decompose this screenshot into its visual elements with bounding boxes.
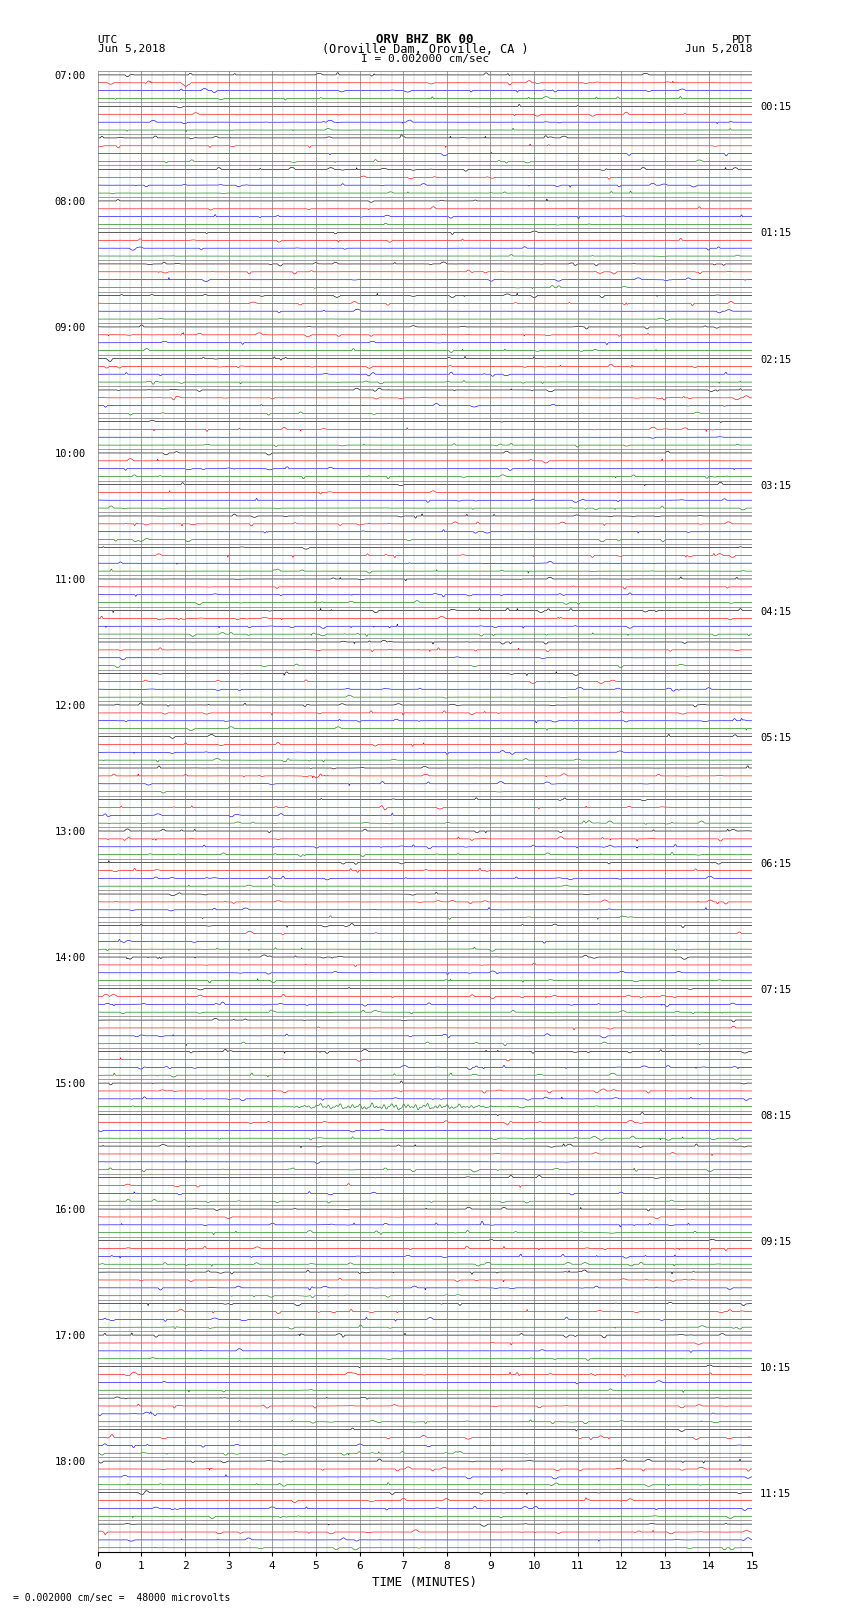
Text: UTC: UTC (98, 34, 118, 45)
Text: 17:00: 17:00 (54, 1331, 86, 1340)
Text: 16:00: 16:00 (54, 1205, 86, 1215)
Text: 01:15: 01:15 (760, 229, 791, 239)
Text: (Oroville Dam, Oroville, CA ): (Oroville Dam, Oroville, CA ) (321, 42, 529, 56)
Text: 10:15: 10:15 (760, 1363, 791, 1373)
Text: 12:00: 12:00 (54, 702, 86, 711)
Text: = 0.002000 cm/sec =  48000 microvolts: = 0.002000 cm/sec = 48000 microvolts (13, 1594, 230, 1603)
Text: PDT: PDT (732, 34, 752, 45)
Text: 11:15: 11:15 (760, 1489, 791, 1498)
Text: 08:00: 08:00 (54, 197, 86, 206)
Text: 10:00: 10:00 (54, 448, 86, 460)
Text: 18:00: 18:00 (54, 1457, 86, 1468)
Text: 11:00: 11:00 (54, 576, 86, 586)
Text: 00:15: 00:15 (760, 103, 791, 113)
Text: I = 0.002000 cm/sec: I = 0.002000 cm/sec (361, 53, 489, 65)
Text: Jun 5,2018: Jun 5,2018 (98, 44, 165, 55)
Text: 08:15: 08:15 (760, 1111, 791, 1121)
Text: 13:00: 13:00 (54, 827, 86, 837)
Text: Jun 5,2018: Jun 5,2018 (685, 44, 752, 55)
Text: 05:15: 05:15 (760, 732, 791, 742)
Text: 07:00: 07:00 (54, 71, 86, 81)
Text: 09:15: 09:15 (760, 1237, 791, 1247)
Text: 07:15: 07:15 (760, 984, 791, 995)
Text: 15:00: 15:00 (54, 1079, 86, 1089)
Text: 06:15: 06:15 (760, 858, 791, 868)
X-axis label: TIME (MINUTES): TIME (MINUTES) (372, 1576, 478, 1589)
Text: 04:15: 04:15 (760, 606, 791, 616)
Text: 03:15: 03:15 (760, 481, 791, 490)
Text: ORV BHZ BK 00: ORV BHZ BK 00 (377, 32, 473, 47)
Text: 02:15: 02:15 (760, 355, 791, 365)
Text: 14:00: 14:00 (54, 953, 86, 963)
Text: 09:00: 09:00 (54, 323, 86, 332)
